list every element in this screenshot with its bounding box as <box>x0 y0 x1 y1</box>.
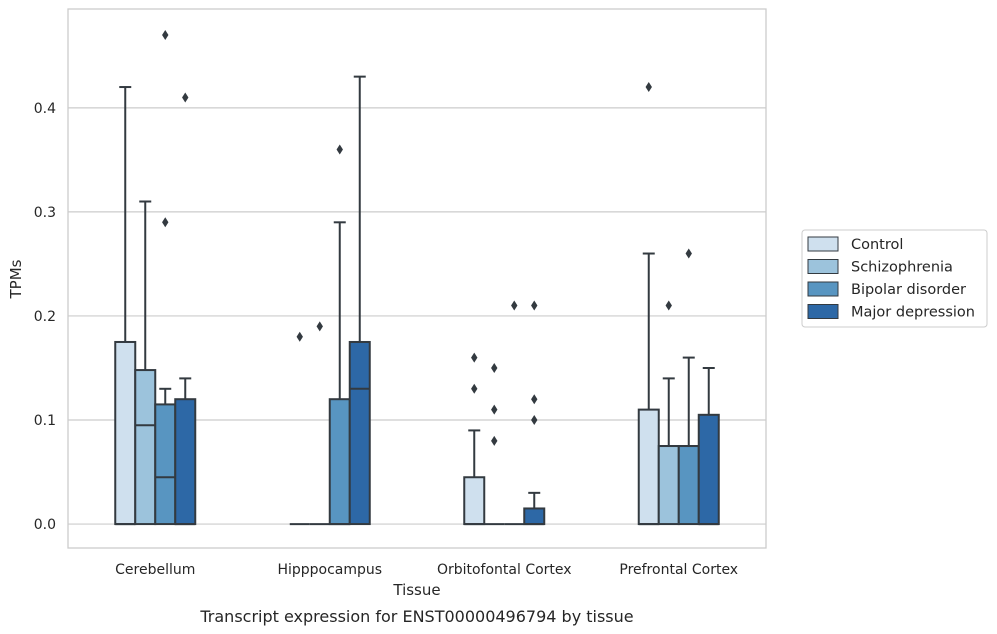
box <box>174 398 197 526</box>
x-tick-label: Hipppocampus <box>277 562 382 578</box>
box-group <box>637 82 720 526</box>
box <box>114 340 137 526</box>
legend: Control Schizophrenia Bipolar disorder Majo… <box>801 229 988 328</box>
outlier-point <box>491 404 498 415</box>
legend-frame <box>801 229 988 328</box>
legend-label: Major depression <box>851 305 975 321</box>
outlier-point <box>471 352 478 363</box>
legend-swatch <box>807 281 839 297</box>
y-tick-label: 0.1 <box>34 413 56 429</box>
chart-caption: Transcript expression for ENST0000049679… <box>199 607 633 626</box>
outlier-point <box>336 144 343 155</box>
box <box>697 413 720 526</box>
box <box>677 445 700 526</box>
outlier-point <box>296 331 303 342</box>
outlier-point <box>665 300 672 311</box>
box-groups <box>114 30 720 526</box>
x-tick-label: Orbitofontal Cortex <box>437 562 572 578</box>
legend-label: Schizophrenia <box>851 260 953 276</box>
outlier-point <box>316 321 323 332</box>
box-group <box>463 300 546 526</box>
x-tick-label: Cerebellum <box>115 562 195 578</box>
outlier-point <box>685 248 692 259</box>
outlier-point <box>531 300 538 311</box>
y-tick-labels: 0.0 0.1 0.2 0.3 0.4 <box>34 101 56 533</box>
y-tick-label: 0.3 <box>34 205 56 221</box>
legend-swatch <box>807 304 839 319</box>
legend-label: Bipolar disorder <box>851 282 966 298</box>
y-tick-label: 0.2 <box>34 309 56 325</box>
box <box>657 445 680 526</box>
box <box>134 369 157 526</box>
plot-frame <box>67 8 767 549</box>
x-tick-labels: Cerebellum Hipppocampus Orbitofontal Corte… <box>115 562 738 578</box>
y-axis-label: TPMs <box>7 259 25 299</box>
box-group <box>289 75 371 526</box>
legend-swatch <box>807 236 839 252</box>
outlier-point <box>531 394 538 405</box>
outlier-point <box>182 92 189 103</box>
outlier-point <box>162 217 169 228</box>
y-tick-label: 0.0 <box>34 517 56 533</box>
box <box>348 340 371 526</box>
box <box>637 408 660 526</box>
outlier-point <box>491 435 498 446</box>
legend-swatch <box>807 259 839 274</box>
outlier-point <box>531 415 538 426</box>
box <box>463 476 486 526</box>
outlier-point <box>471 383 478 394</box>
outlier-point <box>511 300 518 311</box>
box-group <box>114 30 197 526</box>
outlier-point <box>162 30 169 41</box>
outlier-point <box>645 82 652 93</box>
box <box>523 507 546 526</box>
box <box>154 403 177 526</box>
box <box>328 398 351 526</box>
outlier-point <box>491 362 498 373</box>
x-axis-label: Tissue <box>392 581 440 599</box>
y-tick-label: 0.4 <box>34 101 56 117</box>
legend-label: Control <box>851 237 903 253</box>
x-tick-label: Prefrontal Cortex <box>619 562 738 578</box>
